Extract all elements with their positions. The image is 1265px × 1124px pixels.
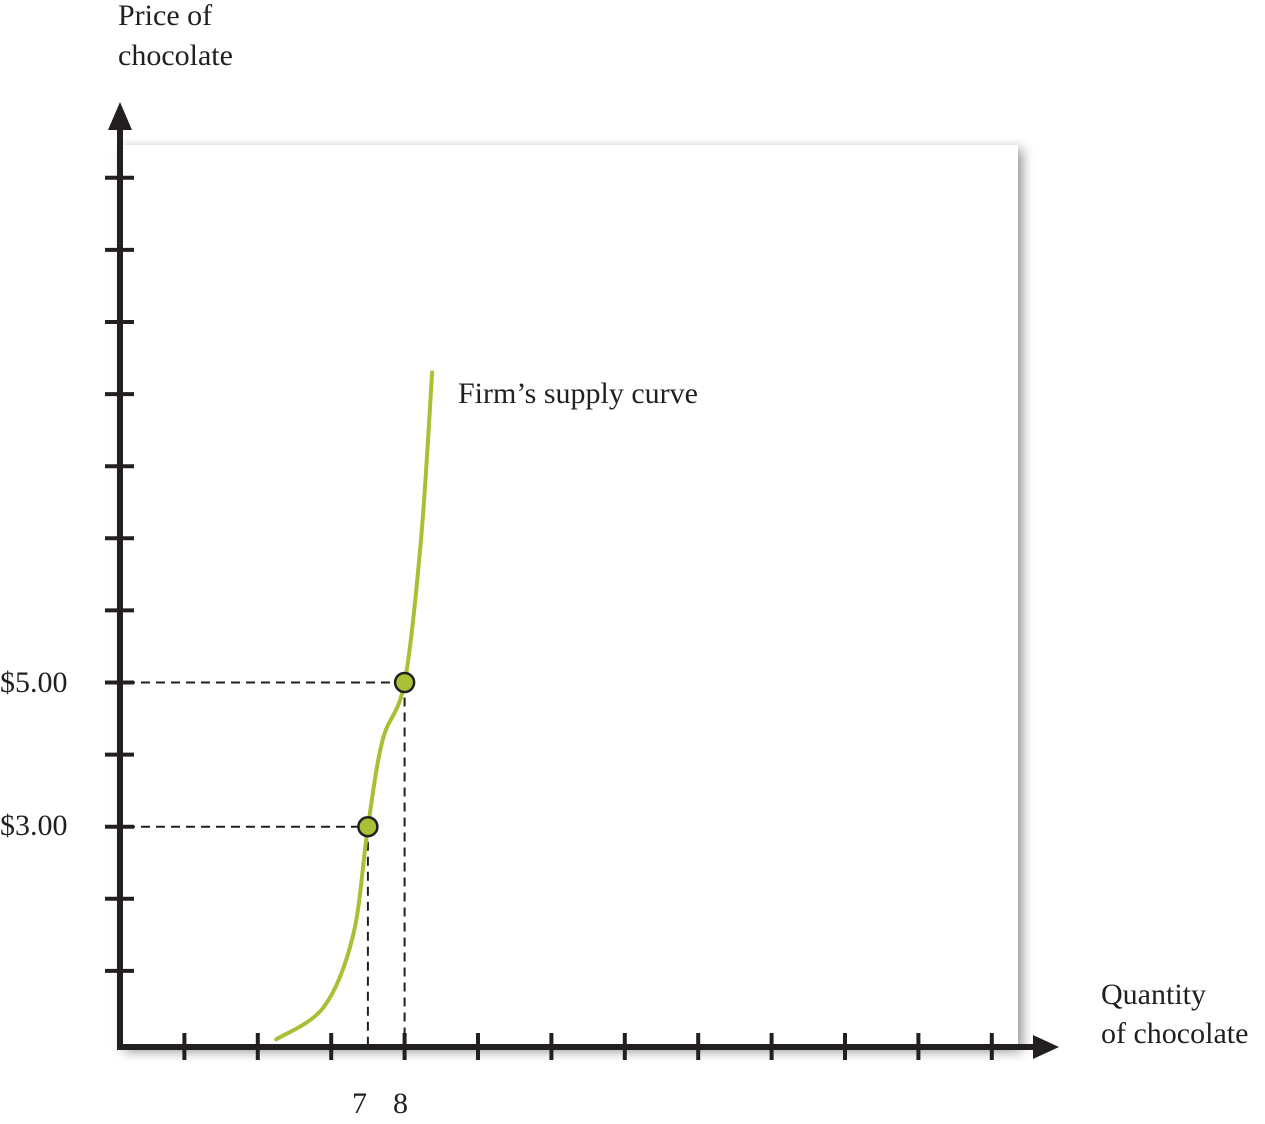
plot-area <box>120 145 1018 1047</box>
y-tick-label-3: $3.00 <box>0 809 68 842</box>
y-axis-label-line-2: chocolate <box>118 39 233 72</box>
highlighted-points <box>357 671 416 838</box>
supply-point <box>393 671 416 694</box>
y-tick-label-5: $5.00 <box>0 666 68 699</box>
y-axis-arrow <box>108 102 132 130</box>
x-axis-label-line-2: of chocolate <box>1101 1017 1249 1050</box>
x-axis-arrow <box>1033 1035 1059 1059</box>
axes <box>108 102 1059 1059</box>
y-ticks <box>105 175 134 973</box>
supply-curve <box>274 370 435 1042</box>
series-label: Firm’s supply curve <box>458 377 698 410</box>
supply-point <box>357 815 379 838</box>
x-axis-label-line-1: Quantity <box>1101 978 1206 1011</box>
guide-lines <box>126 681 406 1044</box>
x-ticks <box>182 1033 994 1060</box>
x-tick-label-7: 7 <box>352 1087 367 1120</box>
y-axis-label-line-1: Price of <box>118 0 213 32</box>
x-tick-label-8: 8 <box>393 1087 408 1120</box>
